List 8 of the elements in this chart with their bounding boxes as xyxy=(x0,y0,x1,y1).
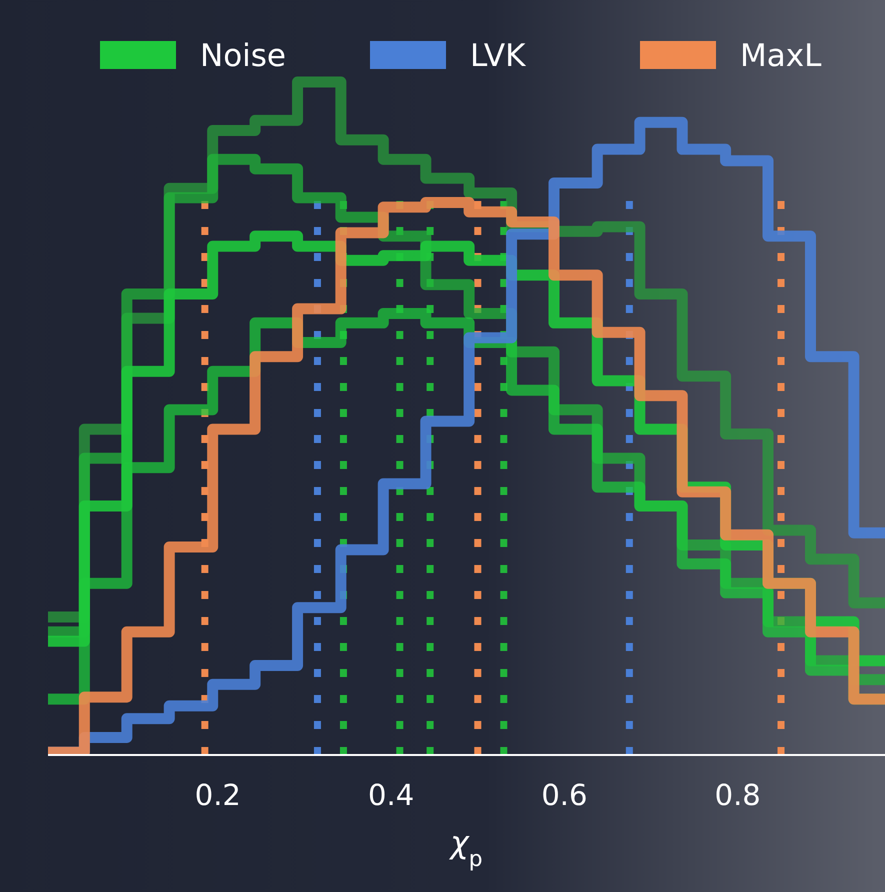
x-axis-title: χ$_{p}$ xyxy=(448,825,483,872)
x-tick-label: 0.4 xyxy=(368,778,414,812)
legend-label: MaxL xyxy=(740,38,822,74)
legend-label: LVK xyxy=(470,38,526,74)
x-tick-label: 0.8 xyxy=(714,778,761,812)
x-tick-label: 0.6 xyxy=(541,778,588,812)
legend-label: Noise xyxy=(200,38,286,74)
x-tick-label: 0.2 xyxy=(194,778,241,812)
